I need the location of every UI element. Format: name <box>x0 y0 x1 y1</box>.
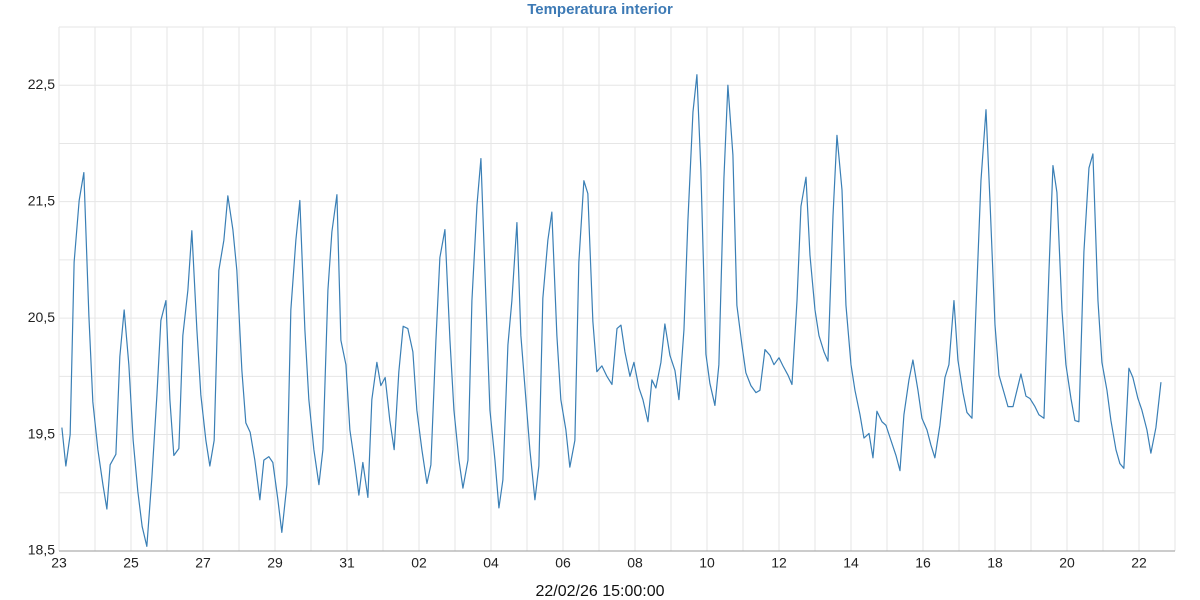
x-axis-label: 22/02/26 15:00:00 <box>535 583 664 600</box>
x-tick-label: 08 <box>627 555 643 571</box>
temperature-line <box>61 74 1162 547</box>
y-tick-label: 22,5 <box>28 76 55 92</box>
y-tick-label: 19,5 <box>28 425 55 441</box>
chart-title: Temperatura interior <box>527 1 673 18</box>
x-tick-label: 18 <box>987 555 1003 571</box>
y-tick-label: 18,5 <box>28 542 55 558</box>
y-tick-label: 20,5 <box>28 309 55 325</box>
x-tick-label: 12 <box>771 555 787 571</box>
x-tick-label: 16 <box>915 555 931 571</box>
x-tick-label: 02 <box>411 555 427 571</box>
x-tick-label: 27 <box>195 555 211 571</box>
x-tick-label: 22 <box>1131 555 1147 571</box>
x-tick-label: 25 <box>123 555 139 571</box>
x-tick-label: 23 <box>51 555 67 571</box>
x-tick-label: 14 <box>843 555 859 571</box>
y-tick-label: 21,5 <box>28 192 55 208</box>
x-tick-label: 04 <box>483 555 499 571</box>
x-tick-label: 06 <box>555 555 571 571</box>
x-tick-label: 10 <box>699 555 715 571</box>
x-tick-label: 31 <box>339 555 355 571</box>
x-tick-label: 20 <box>1059 555 1075 571</box>
x-tick-label: 29 <box>267 555 283 571</box>
